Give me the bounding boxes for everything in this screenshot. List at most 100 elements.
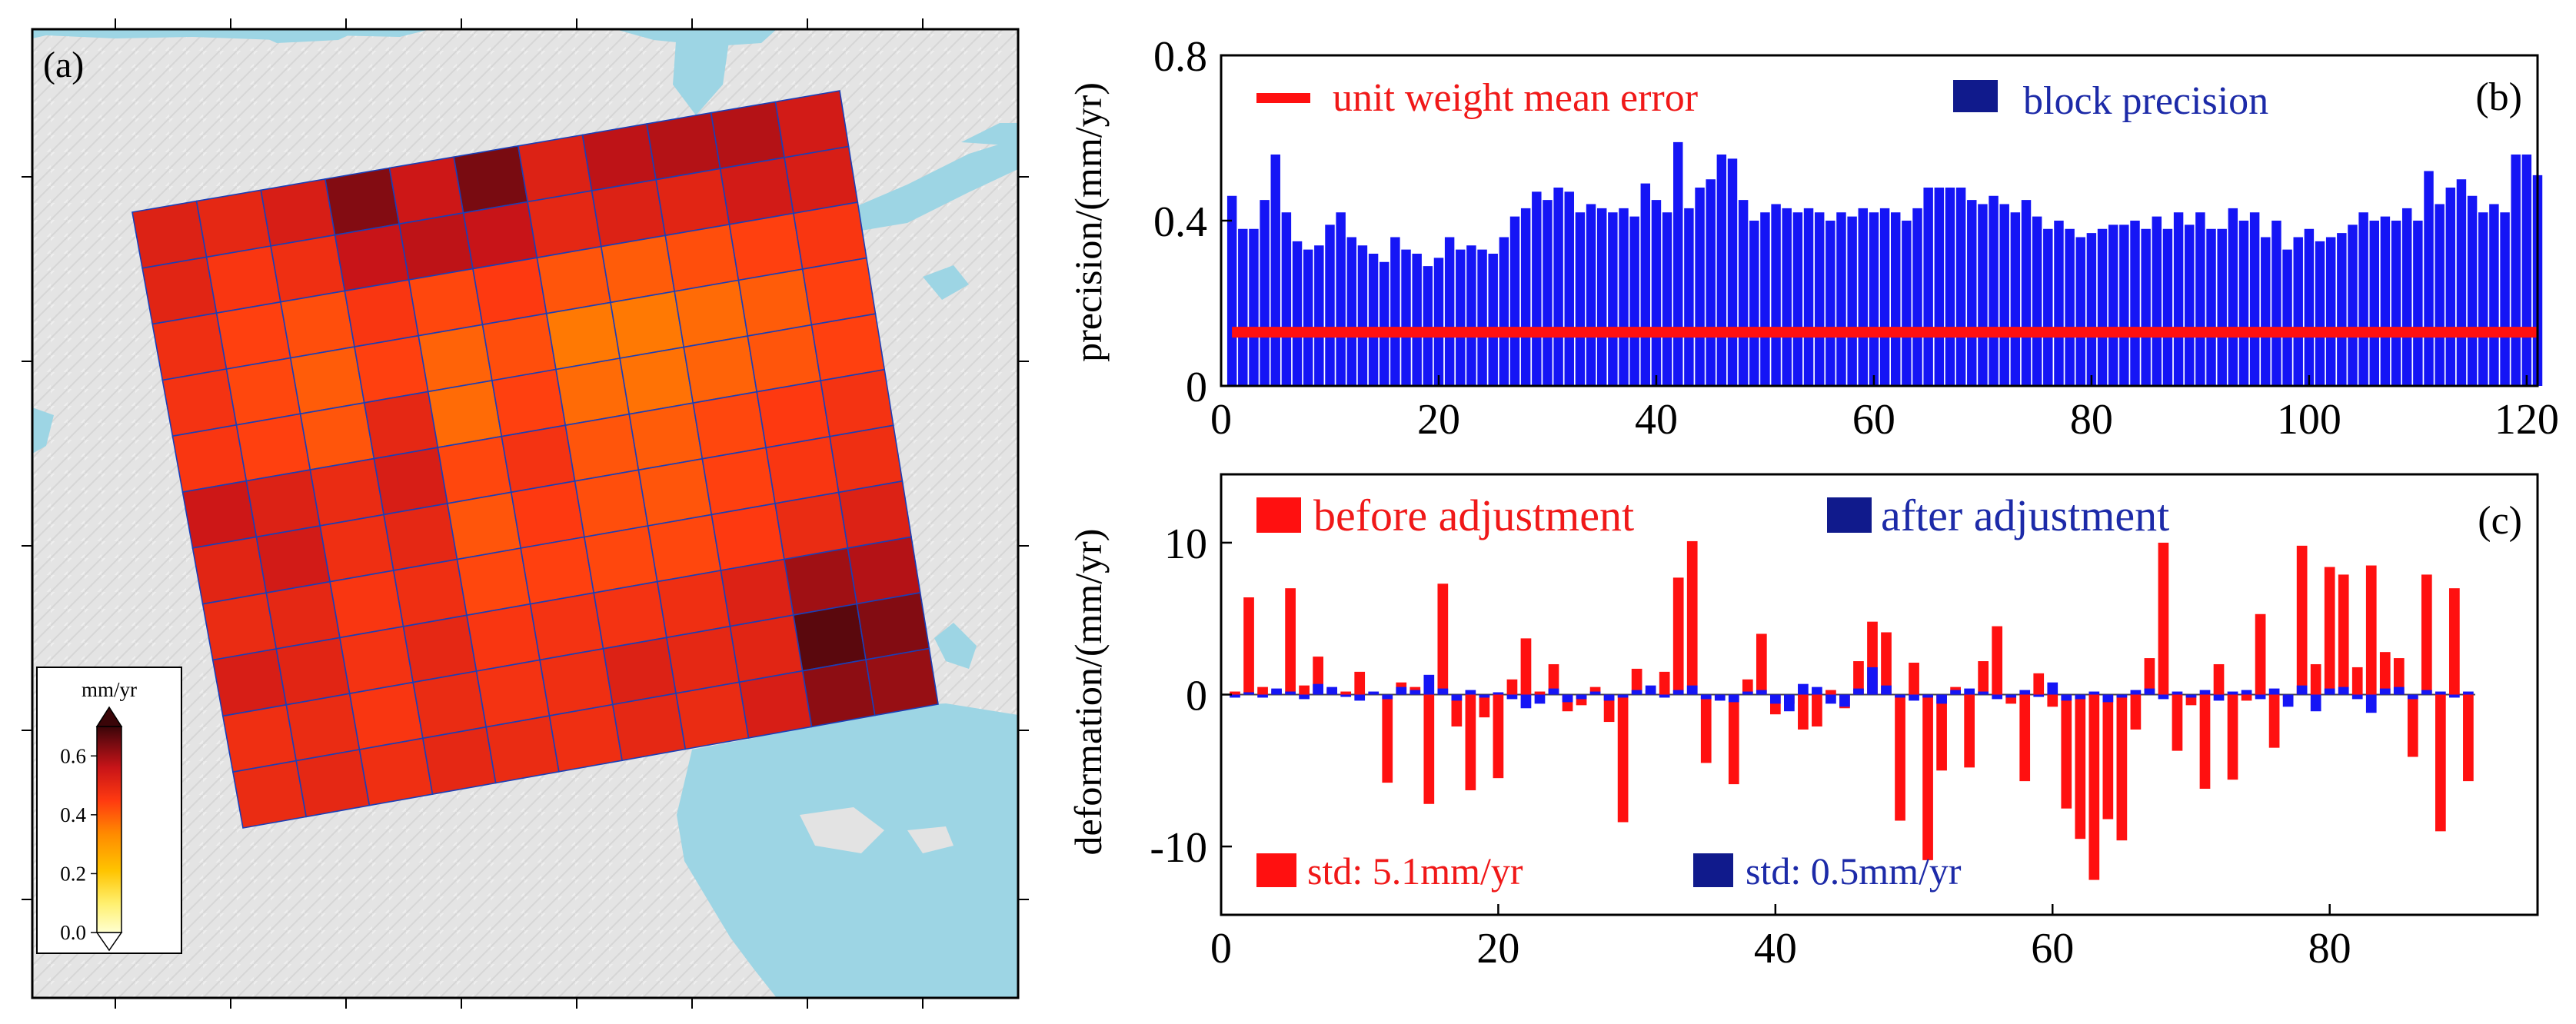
precision-bar [1847, 216, 1857, 386]
after-adjustment-bar [2033, 694, 2045, 697]
precision-bar [1520, 208, 1531, 386]
after-adjustment-bar [1936, 694, 1947, 704]
after-adjustment-bar [1784, 694, 1795, 712]
block-tile [837, 480, 913, 549]
before-adjustment-bar [2061, 694, 2072, 809]
land-island [800, 807, 884, 853]
precision-bar [1716, 155, 1727, 386]
block-tile [527, 190, 602, 259]
block-tile [784, 145, 859, 214]
before-adjustment-bar [1881, 632, 1892, 695]
block-tile [602, 637, 677, 706]
before-adjustment-bar [1992, 626, 2003, 695]
precision-bar [1564, 191, 1574, 386]
block-tile [181, 480, 258, 549]
after-adjustment-bar [2019, 690, 2031, 695]
after-adjustment-bar [1382, 694, 1393, 700]
block-tile [655, 168, 731, 237]
precision-bar [1706, 179, 1716, 386]
before-adjustment-bar [1423, 694, 1435, 804]
block-tile [637, 457, 713, 527]
before-adjustment-bar [2227, 694, 2238, 780]
precision-bar [2010, 212, 2021, 386]
before-adjustment-bar [2421, 574, 2432, 695]
block-tile [675, 681, 750, 750]
before-adjustment-bar [2435, 694, 2446, 832]
block-tile [600, 234, 676, 304]
after-adjustment-bar [1978, 691, 1989, 695]
before-adjustment-bar [2158, 542, 2169, 695]
precision-bar [1771, 204, 1781, 386]
x-tick-label: 40 [1635, 396, 1678, 444]
block-tile [711, 502, 785, 571]
before-adjustment-bar [2088, 694, 2100, 880]
after-adjustment-bar [2144, 688, 2155, 695]
precision-bar [1596, 208, 1607, 386]
block-tile [665, 625, 741, 694]
after-adjustment-bar [1257, 694, 1268, 698]
block-tile [324, 167, 401, 236]
precision-bar [1543, 200, 1553, 386]
precision-bar [2315, 241, 2325, 386]
block-tile [279, 290, 355, 359]
precision-bar [2249, 212, 2260, 386]
colorbar-unit: mm/yr [82, 678, 137, 701]
before-adjustment-bar [1617, 694, 1629, 823]
axis-ticks-b: 0 20 40 60 80 100 120 0 0.4 0.8 [1153, 33, 2559, 444]
block-tile [456, 547, 531, 617]
before-adjustment-bar [2019, 694, 2031, 782]
precision-bar [1945, 188, 1955, 386]
precision-bar [1955, 188, 1966, 386]
before-adjustment-bar [1631, 668, 1642, 695]
after-adjustment-bar [1798, 683, 1809, 695]
after-adjustment-bar [2158, 694, 2169, 700]
after-adjustment-bar [2421, 690, 2432, 695]
after-adjustment-bar [1700, 694, 1712, 700]
water-body [934, 623, 977, 669]
y-tick-label: 10 [1164, 520, 1207, 568]
before-adjustment-bar [2047, 694, 2058, 707]
block-tile [619, 346, 694, 415]
block-tile [329, 570, 404, 639]
block-tile [737, 268, 813, 337]
after-adjustment-bar [1423, 674, 1435, 695]
before-adjustment-bar [2172, 694, 2183, 751]
precision-bar [2521, 155, 2532, 386]
block-tile [131, 200, 208, 269]
block-tile [701, 447, 776, 516]
precision-bar [2119, 224, 2129, 386]
precision-bar [2282, 249, 2292, 386]
legend-c: before adjustment after adjustment std: … [1256, 490, 2169, 893]
after-adjustment-bar [1769, 694, 1781, 704]
legend-swatch-before [1256, 497, 1301, 533]
water-body [961, 123, 1018, 146]
precision-bar [2185, 224, 2195, 386]
block-tile [719, 156, 794, 225]
precision-bar [2435, 204, 2445, 386]
precision-bar [2065, 228, 2075, 386]
precision-bar [2141, 228, 2151, 386]
before-adjustment-bar [2241, 694, 2252, 701]
block-tile [201, 592, 278, 661]
block-tile [418, 324, 493, 393]
block-tile [593, 580, 667, 650]
after-adjustment-bar [1479, 694, 1490, 698]
block-tile [446, 491, 522, 560]
precision-bar [1902, 221, 1912, 386]
block-tile [756, 380, 830, 449]
precision-bar [2032, 216, 2042, 386]
after-adjustment-bar [1437, 688, 1449, 695]
after-adjustment-bar [2255, 694, 2266, 700]
precision-bar [2413, 221, 2423, 386]
before-adjustment-bar [2075, 694, 2086, 839]
before-adjustment-bar [1853, 661, 1864, 695]
block-tile [529, 592, 604, 661]
block-tile [765, 435, 840, 504]
after-adjustment-bar [2379, 688, 2391, 695]
after-adjustment-bar [1992, 694, 2003, 700]
block-tile [358, 737, 434, 806]
block-tile [536, 245, 611, 314]
block-tile [453, 145, 529, 214]
panel-label-c: (c) [2478, 499, 2522, 543]
